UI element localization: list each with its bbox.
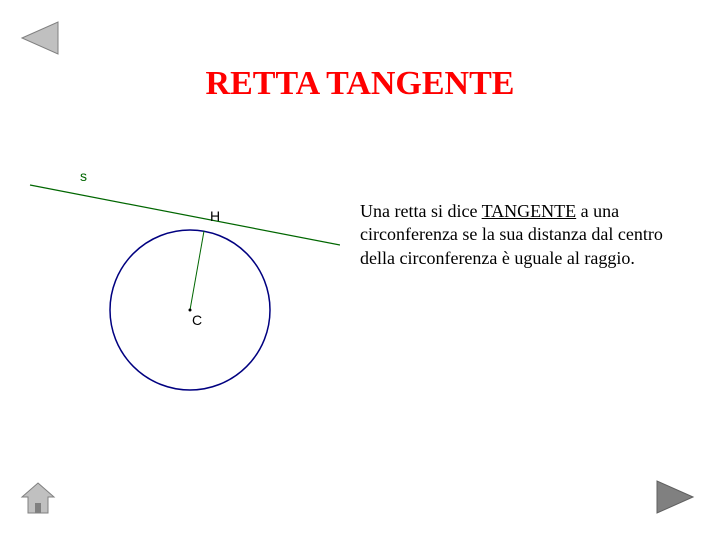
nav-home-button[interactable] [20,481,56,520]
radius-line [190,231,204,310]
tangent-line [30,185,340,245]
label-C: C [192,312,202,328]
desc-part1: Una retta si dice [360,201,482,221]
forward-arrow-icon [655,479,695,515]
page-title: RETTA TANGENTE [0,65,720,103]
label-s: s [80,168,87,184]
label-H: H [210,208,220,224]
nav-forward-button[interactable] [655,479,695,520]
nav-back-button[interactable] [20,20,60,61]
desc-keyword: TANGENTE [482,201,577,221]
description-text: Una retta si dice TANGENTE a una circonf… [360,200,690,270]
back-arrow-icon [20,20,60,56]
tangent-diagram: s H C [20,150,340,410]
home-icon [20,481,56,515]
diagram-svg [20,150,340,410]
